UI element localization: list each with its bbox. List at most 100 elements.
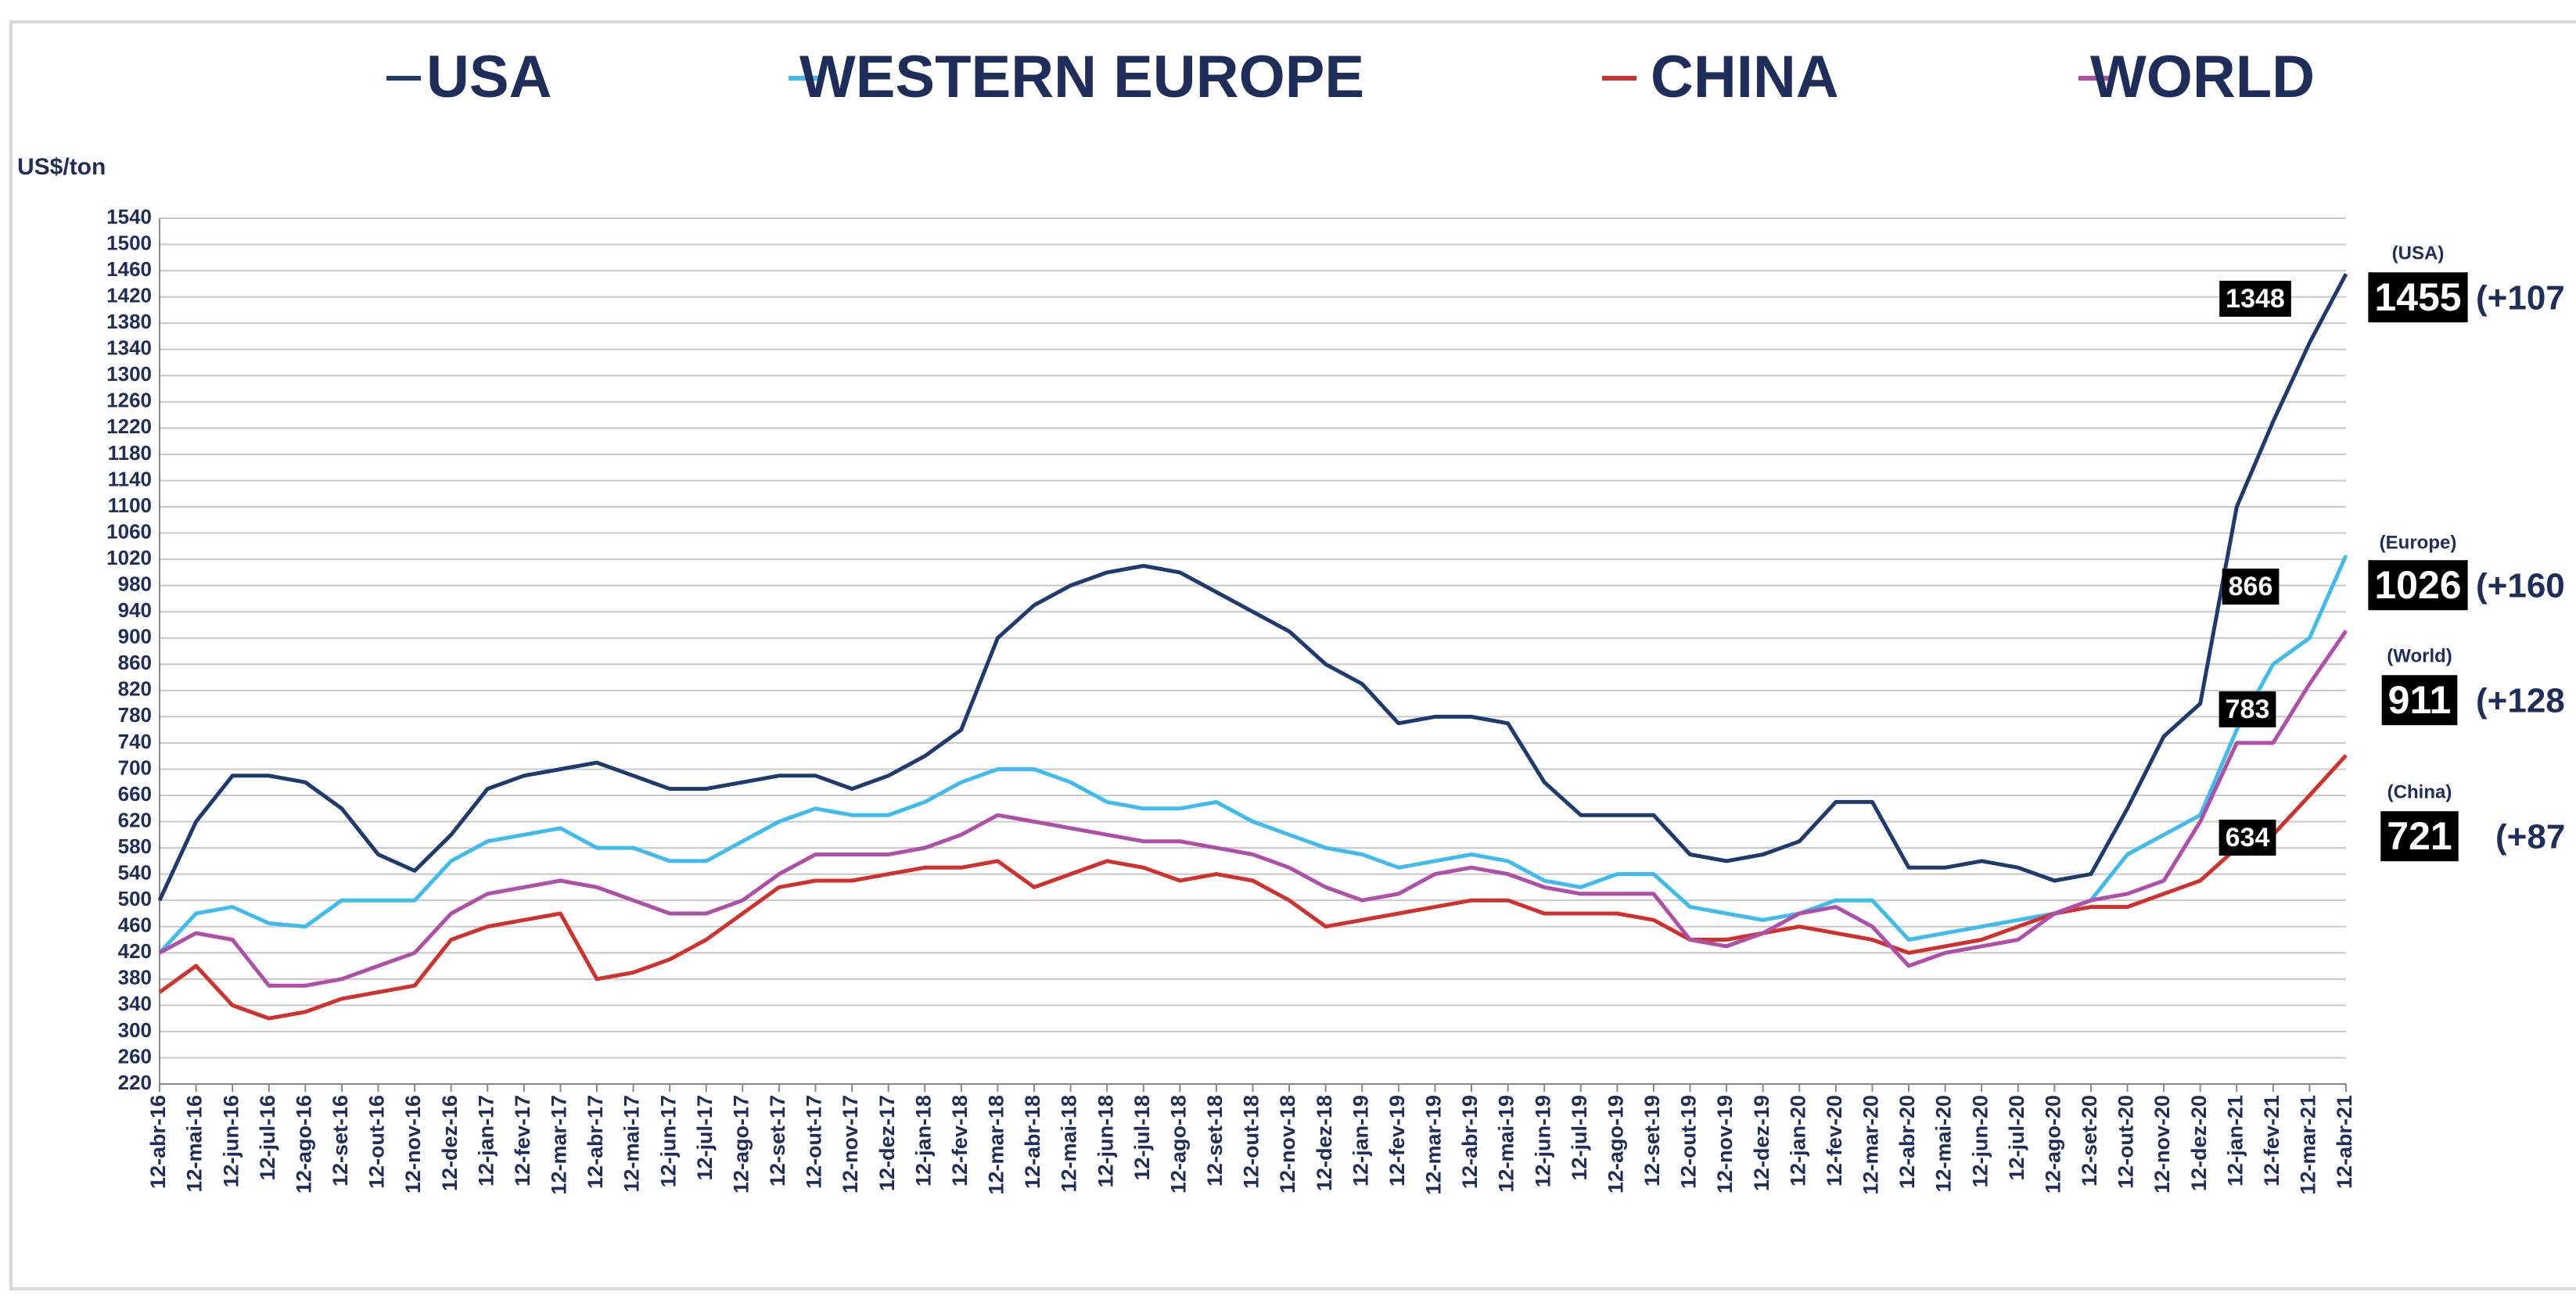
end-value-bg xyxy=(2381,675,2458,726)
x-tick-label: 12-out-19 xyxy=(1677,1095,1701,1189)
x-tick-label: 12-nov-16 xyxy=(401,1095,425,1194)
y-tick-label: 740 xyxy=(118,730,152,753)
y-tick-label: 940 xyxy=(118,598,152,622)
x-tick-label: 12-fev-21 xyxy=(2260,1095,2283,1186)
x-tick-label: 12-abr-18 xyxy=(1021,1095,1044,1189)
annotation-bg xyxy=(2219,280,2291,317)
x-tick-label: 12-mai-18 xyxy=(1058,1095,1081,1193)
y-tick-label: 300 xyxy=(118,1018,152,1042)
end-value-bg xyxy=(2368,272,2468,323)
end-value-bg xyxy=(2368,560,2468,611)
end-value-bg xyxy=(2380,811,2459,862)
x-tick-label: 12-dez-17 xyxy=(875,1095,899,1191)
x-tick-label: 12-nov-17 xyxy=(839,1095,862,1194)
annotation: 783 xyxy=(2219,691,2276,727)
x-tick-label: 12-jan-21 xyxy=(2223,1095,2247,1186)
end-change: (+128 xyxy=(2476,682,2565,720)
x-tick-label: 12-out-17 xyxy=(803,1095,826,1189)
end-value: 1026 xyxy=(2368,560,2468,611)
y-tick-label: 1540 xyxy=(106,205,152,228)
x-tick-label: 12-fev-20 xyxy=(1823,1095,1846,1186)
annotation-bg xyxy=(2222,568,2280,605)
x-tick-label: 12-out-16 xyxy=(365,1095,389,1189)
y-tick-label: 540 xyxy=(118,861,152,885)
frame xyxy=(9,20,2576,1290)
y-tick-label: 420 xyxy=(118,939,152,963)
x-tick-label: 12-jan-18 xyxy=(911,1095,935,1186)
x-tick-label: 12-fev-17 xyxy=(511,1095,534,1186)
x-tick-label: 12-nov-18 xyxy=(1276,1095,1299,1194)
x-tick-label: 12-mar-20 xyxy=(1859,1095,1883,1195)
end-region: (China) xyxy=(2387,781,2452,802)
y-tick-label: 620 xyxy=(118,808,152,831)
y-tick-label: 340 xyxy=(118,992,152,1015)
y-tick-label: 860 xyxy=(118,651,152,674)
y-tick-label: 220 xyxy=(118,1071,152,1094)
annotation-bg xyxy=(2219,819,2276,856)
x-tick-label: 12-mai-16 xyxy=(183,1095,207,1193)
legend-label: WORLD xyxy=(2090,44,2315,110)
x-tick-label: 12-mar-18 xyxy=(985,1095,1008,1195)
x-tick-label: 12-mar-21 xyxy=(2297,1095,2320,1195)
x-tick-label: 12-ago-18 xyxy=(1166,1095,1190,1194)
x-tick-label: 12-nov-20 xyxy=(2150,1095,2174,1194)
end-value: 1455 xyxy=(2368,272,2468,323)
x-tick-label: 12-jan-17 xyxy=(474,1095,498,1186)
end-value-text: 1026 xyxy=(2374,563,2461,607)
x-tick-label: 12-abr-17 xyxy=(584,1095,607,1189)
x-tick-label: 12-abr-21 xyxy=(2333,1095,2356,1189)
y-axis-label: US$/ton xyxy=(17,154,106,180)
y-tick-label: 660 xyxy=(118,782,152,806)
x-tick-label: 12-set-18 xyxy=(1203,1095,1227,1186)
y-tick-label: 1460 xyxy=(106,257,152,281)
end-change: (+87 xyxy=(2495,818,2565,856)
x-tick-label: 12-jun-18 xyxy=(1094,1095,1117,1188)
end-value-text: 1455 xyxy=(2374,275,2461,319)
series-line xyxy=(158,555,2348,954)
x-tick-label: 12-fev-18 xyxy=(948,1095,972,1186)
x-tick-label: 12-jun-20 xyxy=(1968,1095,1992,1188)
y-tick-label: 1300 xyxy=(106,362,152,386)
y-tick-label: 1020 xyxy=(106,546,152,569)
y-tick-label: 1060 xyxy=(106,519,152,543)
annotation: 866 xyxy=(2222,568,2280,605)
x-tick-label: 12-mar-17 xyxy=(548,1095,571,1195)
x-tick-label: 12-jun-17 xyxy=(656,1095,680,1188)
x-tick-label: 12-jul-20 xyxy=(2005,1095,2028,1181)
y-tick-label: 980 xyxy=(118,573,152,596)
end-value: 721 xyxy=(2380,811,2459,862)
y-tick-label: 1380 xyxy=(106,310,152,333)
x-tick-label: 12-mai-17 xyxy=(620,1095,644,1193)
x-tick-label: 12-fev-19 xyxy=(1385,1095,1409,1186)
y-tick-label: 900 xyxy=(118,625,152,648)
legend-label: WESTERN EUROPE xyxy=(799,44,1364,110)
legend-label: CHINA xyxy=(1651,44,1839,110)
y-tick-label: 380 xyxy=(118,966,152,989)
x-tick-label: 12-dez-19 xyxy=(1750,1095,1773,1191)
annotation: 634 xyxy=(2219,819,2276,856)
end-change: (+160 xyxy=(2476,567,2565,605)
y-tick-label: 1260 xyxy=(106,389,152,412)
x-tick-label: 12-set-17 xyxy=(766,1095,789,1186)
x-tick-label: 12-jul-18 xyxy=(1130,1095,1154,1181)
x-tick-label: 12-dez-20 xyxy=(2187,1095,2211,1191)
x-tick-label: 12-mar-19 xyxy=(1422,1095,1446,1195)
x-tick-label: 12-ago-16 xyxy=(292,1095,315,1194)
series-line xyxy=(158,754,2348,1021)
annotation: 1348 xyxy=(2219,280,2291,317)
end-region: (USA) xyxy=(2392,242,2445,264)
x-tick-label: 12-set-16 xyxy=(329,1095,352,1186)
x-tick-label: 12-set-20 xyxy=(2078,1095,2101,1186)
annotation-text: 866 xyxy=(2229,572,2273,601)
series-line xyxy=(158,630,2348,988)
y-tick-label: 700 xyxy=(118,756,152,779)
y-tick-label: 580 xyxy=(118,835,152,858)
x-tick-label: 12-jan-20 xyxy=(1786,1095,1809,1186)
series-line xyxy=(157,273,2348,902)
end-value-text: 911 xyxy=(2388,678,2452,722)
end-region: (World) xyxy=(2387,645,2452,666)
x-tick-label: 12-set-19 xyxy=(1640,1095,1664,1186)
x-tick-label: 12-mai-19 xyxy=(1495,1095,1518,1193)
y-tick-label: 1500 xyxy=(106,231,152,254)
